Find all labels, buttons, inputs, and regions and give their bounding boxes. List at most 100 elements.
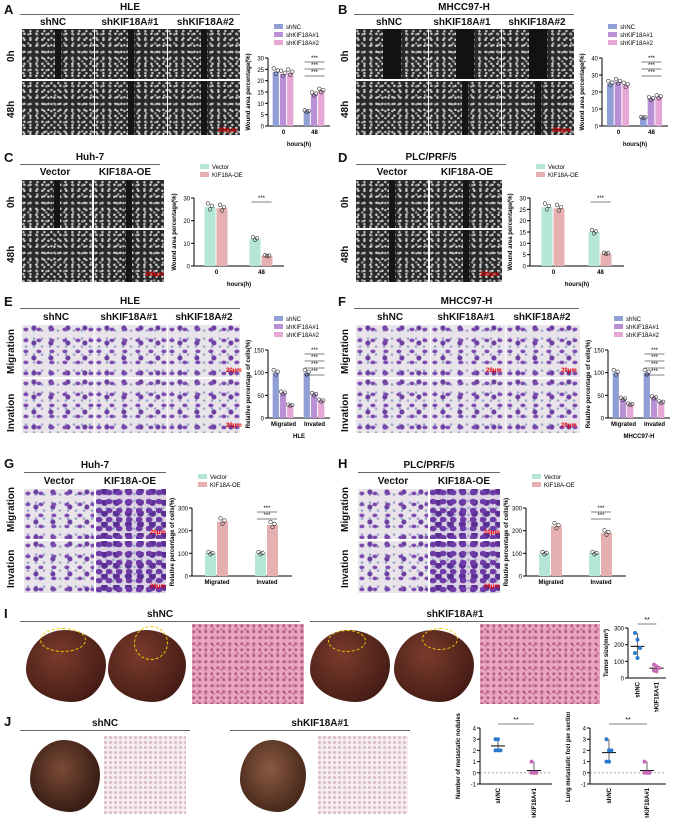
data-point	[282, 390, 288, 395]
significance-label: ***	[311, 362, 319, 368]
micrograph	[356, 379, 430, 433]
data-point	[278, 68, 284, 73]
tumor-outline	[134, 626, 168, 660]
legend-swatch	[608, 40, 617, 45]
panel-h-col-2: KIF18A-OE	[437, 476, 491, 487]
legend-label: KIF18A-OE	[210, 483, 241, 489]
data-point	[210, 550, 215, 555]
y-tick-label: 0	[601, 417, 605, 423]
data-point	[221, 204, 227, 210]
legend-swatch	[274, 24, 283, 29]
data-point	[628, 402, 633, 408]
x-tick-label: Migrated	[271, 422, 296, 428]
micrograph	[506, 325, 580, 377]
data-point	[657, 666, 661, 670]
data-point	[544, 207, 550, 212]
significance-label: ***	[311, 369, 319, 375]
micrograph	[430, 230, 502, 282]
data-point	[266, 253, 272, 258]
x-tick-label: 0	[617, 130, 621, 136]
data-point	[268, 519, 273, 525]
data-point	[606, 78, 611, 84]
data-point	[615, 369, 620, 374]
panel-a-row-2: 48h	[6, 100, 17, 118]
significance-label: ***	[648, 63, 656, 69]
micrograph	[356, 325, 430, 377]
panel-f-title: MHCC97-H	[440, 296, 493, 307]
data-point	[222, 518, 227, 523]
data-point	[313, 391, 319, 397]
bar	[249, 238, 261, 266]
micrograph	[168, 379, 240, 433]
lung-photo	[30, 740, 100, 812]
y-axis-label: Relative percentage of cells(%)	[586, 340, 592, 428]
he-section	[480, 624, 600, 704]
x-tick-label: 0	[552, 270, 556, 276]
panel-g-title: Huh-7	[80, 460, 110, 471]
y-tick-label: 40	[591, 57, 598, 63]
significance-label: ***	[597, 196, 605, 202]
x-tick-label: shKIF18A#1	[532, 787, 538, 818]
panel-f-col-3: shKIF18A#2	[513, 312, 571, 323]
data-point	[590, 549, 595, 555]
x-axis-label: hours(h)	[565, 282, 589, 288]
data-point	[290, 402, 295, 408]
y-axis-label: Relative percentage of cells(%)	[170, 498, 176, 586]
panel-e-col-2: shKIF18A#1	[100, 312, 158, 323]
x-tick-label: shKIF18A#1	[645, 787, 651, 818]
panel-label-g: G	[4, 456, 15, 471]
data-point	[496, 737, 500, 742]
data-point	[546, 203, 552, 208]
bar	[600, 253, 612, 266]
chart-a: 0 5 10 15 20 25 30 Wound area percentage(%) 0 48h…	[246, 24, 330, 148]
data-point	[286, 67, 291, 72]
data-point	[304, 372, 309, 377]
x-tick-label: 48	[311, 130, 318, 136]
data-point	[613, 77, 619, 82]
data-point	[603, 251, 609, 257]
y-tick-label: 300	[512, 507, 523, 513]
panel-a-row-1: 0h	[6, 50, 17, 62]
data-point	[271, 367, 276, 373]
panel-c-title: Huh-7	[75, 152, 105, 163]
y-tick-label: -1	[471, 783, 477, 789]
y-tick-label: 100	[512, 552, 523, 558]
y-tick-label: 0	[523, 265, 527, 271]
data-point	[544, 550, 549, 555]
micrograph	[431, 325, 505, 377]
micrograph	[168, 81, 240, 135]
data-point	[589, 227, 595, 233]
scale-bar-label: 20μm	[150, 530, 166, 536]
data-point	[306, 369, 311, 374]
panel-d-col-2: KIF18A-OE	[440, 167, 494, 178]
y-tick-label: 0	[595, 125, 599, 131]
y-tick-label: 50	[257, 394, 264, 400]
micrograph	[22, 230, 92, 282]
legend-label: shKIF18A#2	[286, 41, 320, 47]
scale-bar-label: 20μm	[561, 423, 577, 429]
data-point	[558, 204, 564, 210]
data-point	[623, 84, 628, 89]
bar	[204, 207, 216, 266]
bar	[261, 255, 273, 266]
micrograph	[95, 81, 167, 135]
data-point	[638, 646, 642, 650]
y-axis-label: Wound area percentage(%)	[172, 193, 178, 270]
micrograph	[22, 379, 94, 433]
panel-label-d: D	[338, 150, 348, 165]
panel-h-col-1: Vector	[377, 476, 409, 487]
y-tick-label: 20	[183, 219, 190, 225]
legend-label: Vector	[212, 165, 229, 171]
legend-label: Vector	[548, 165, 565, 171]
bar	[647, 98, 655, 126]
panel-e-col-1: shNC	[42, 312, 70, 323]
panel-f-row-1: Migration	[340, 329, 351, 374]
y-tick-label: 20	[257, 79, 264, 85]
panel-b-row-1: 0h	[340, 50, 351, 62]
data-point	[650, 96, 656, 101]
micrograph	[22, 29, 94, 79]
micrograph	[506, 379, 580, 433]
data-point	[654, 669, 659, 674]
panel-g-col-2: KIF18A-OE	[103, 476, 157, 487]
y-tick-label: -1	[581, 783, 587, 789]
